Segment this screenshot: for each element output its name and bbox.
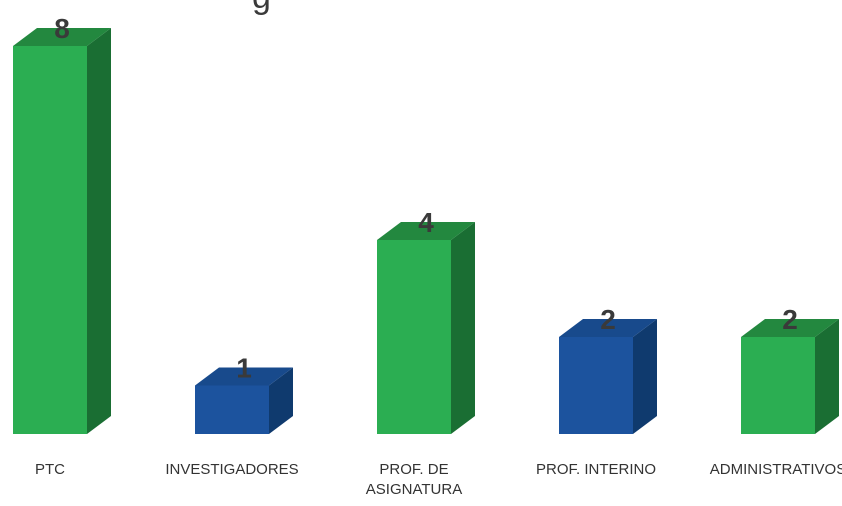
- bar-side-face: [451, 222, 475, 434]
- bar-top-face: [195, 367, 293, 386]
- bars-layer: [13, 28, 839, 434]
- bar-top-face: [741, 319, 839, 337]
- data-label: 2: [782, 304, 798, 335]
- category-labels-layer: PTC INVESTIGADORES PROF. DE ASIGNATURA PROF.…: [35, 461, 842, 498]
- bar-front-face: [377, 240, 451, 434]
- bar-front-face: [559, 337, 633, 434]
- data-label: 1: [236, 353, 252, 384]
- value-labels-layer: 8 1 4 2 2: [54, 13, 798, 384]
- data-label: 2: [600, 304, 616, 335]
- category-tick-label: PTC: [35, 461, 65, 478]
- data-label: 4: [418, 207, 434, 238]
- bar-side-face: [269, 367, 293, 434]
- bar-front-face: [741, 337, 815, 434]
- category-tick-label: ADMINISTRATIVOS: [710, 461, 842, 478]
- bar-front-face: [13, 46, 87, 434]
- bar-top-face: [559, 319, 657, 337]
- bar-side-face: [633, 319, 657, 434]
- bar-side-face: [815, 319, 839, 434]
- category-tick-label: PROF. DE ASIGNATURA: [366, 461, 462, 498]
- bar-5: [741, 319, 839, 434]
- chart-title-fragment: g: [252, 0, 271, 16]
- bar-front-face: [195, 385, 269, 434]
- bar-2: [195, 367, 293, 434]
- category-tick-label: PROF. INTERINO: [536, 461, 656, 478]
- bar-top-face: [13, 28, 111, 46]
- bar-side-face: [87, 28, 111, 434]
- bar-3: [377, 222, 475, 434]
- bar-1: [13, 28, 111, 434]
- bar-4: [559, 319, 657, 434]
- category-tick-label: INVESTIGADORES: [165, 461, 298, 478]
- bar-top-face: [377, 222, 475, 240]
- data-label: 8: [54, 13, 70, 44]
